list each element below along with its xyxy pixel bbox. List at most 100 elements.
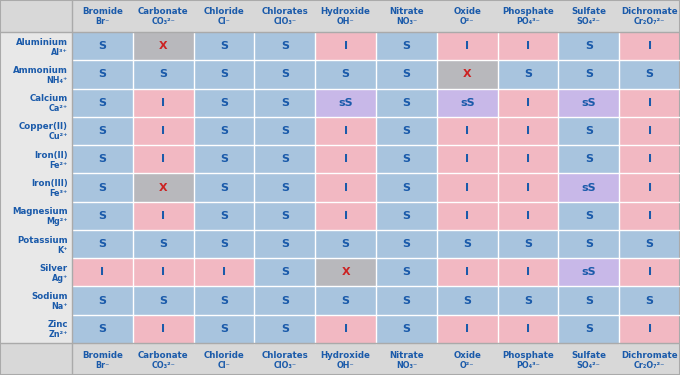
Bar	[316, 230, 376, 258]
Text: S: S	[524, 69, 532, 80]
Bar	[498, 315, 558, 343]
Bar	[254, 315, 316, 343]
Text: SO₄²⁻: SO₄²⁻	[577, 360, 600, 369]
Bar	[619, 258, 680, 286]
Text: S: S	[220, 98, 228, 108]
Bar	[133, 88, 194, 117]
Text: Phosphate: Phosphate	[502, 351, 554, 360]
Text: Al³⁺: Al³⁺	[51, 48, 68, 57]
Bar	[619, 315, 680, 343]
Text: S: S	[99, 126, 106, 136]
Bar	[0, 258, 72, 286]
Text: S: S	[585, 211, 593, 221]
Text: I: I	[526, 267, 530, 278]
Text: Dichromate: Dichromate	[622, 8, 678, 16]
Bar	[316, 258, 376, 286]
Bar	[558, 173, 619, 202]
Text: S: S	[403, 239, 411, 249]
Text: S: S	[403, 183, 411, 192]
Text: Cr₂O₇²⁻: Cr₂O₇²⁻	[634, 360, 665, 369]
Bar	[376, 32, 437, 60]
Text: S: S	[403, 296, 411, 306]
Text: sS: sS	[581, 183, 596, 192]
Bar	[437, 60, 498, 88]
Bar	[437, 117, 498, 145]
Text: Zn²⁺: Zn²⁺	[48, 330, 68, 339]
Bar	[619, 145, 680, 173]
Bar	[133, 117, 194, 145]
Text: I: I	[465, 41, 469, 51]
Bar	[133, 315, 194, 343]
Text: ClO₃⁻: ClO₃⁻	[273, 18, 296, 27]
Bar	[558, 315, 619, 343]
Bar	[619, 286, 680, 315]
Bar	[0, 145, 72, 173]
Text: I: I	[161, 267, 165, 278]
Text: S: S	[281, 296, 289, 306]
Bar	[376, 145, 437, 173]
Text: S: S	[585, 324, 593, 334]
Bar	[194, 315, 254, 343]
Bar	[254, 258, 316, 286]
Text: Dichromate: Dichromate	[622, 351, 678, 360]
Text: Sulfate: Sulfate	[571, 351, 607, 360]
Text: S: S	[403, 41, 411, 51]
Text: S: S	[585, 154, 593, 164]
Text: Cl⁻: Cl⁻	[218, 360, 231, 369]
Text: I: I	[526, 126, 530, 136]
Text: I: I	[647, 324, 651, 334]
Bar	[72, 315, 133, 343]
Bar	[316, 173, 376, 202]
Text: I: I	[526, 154, 530, 164]
Text: O²⁻: O²⁻	[460, 360, 475, 369]
Text: S: S	[403, 98, 411, 108]
Bar	[437, 145, 498, 173]
Bar	[254, 286, 316, 315]
Bar	[376, 60, 437, 88]
Bar	[194, 145, 254, 173]
Bar	[133, 173, 194, 202]
Text: S: S	[220, 324, 228, 334]
Text: S: S	[220, 41, 228, 51]
Text: Chloride: Chloride	[203, 351, 244, 360]
Bar	[498, 88, 558, 117]
Bar	[437, 230, 498, 258]
Text: I: I	[465, 183, 469, 192]
Text: OH⁻: OH⁻	[337, 18, 354, 27]
Bar	[72, 32, 133, 60]
Bar	[254, 202, 316, 230]
Text: S: S	[524, 239, 532, 249]
Text: S: S	[99, 98, 106, 108]
Text: Br⁻: Br⁻	[95, 360, 109, 369]
Bar	[558, 258, 619, 286]
Text: NO₃⁻: NO₃⁻	[396, 18, 417, 27]
Text: S: S	[341, 296, 350, 306]
Bar	[0, 32, 72, 60]
Bar	[498, 32, 558, 60]
Text: S: S	[99, 211, 106, 221]
Text: S: S	[281, 183, 289, 192]
Text: I: I	[647, 267, 651, 278]
Text: sS: sS	[338, 98, 353, 108]
Text: S: S	[585, 126, 593, 136]
Text: Fe³⁺: Fe³⁺	[50, 189, 68, 198]
Bar	[194, 173, 254, 202]
Text: K⁺: K⁺	[58, 246, 68, 255]
Bar	[437, 286, 498, 315]
Bar	[194, 60, 254, 88]
Bar	[316, 286, 376, 315]
Bar	[133, 230, 194, 258]
Text: S: S	[585, 69, 593, 80]
Text: PO₄³⁻: PO₄³⁻	[516, 18, 540, 27]
Bar	[72, 145, 133, 173]
Text: Nitrate: Nitrate	[389, 351, 424, 360]
Text: S: S	[585, 296, 593, 306]
Bar	[133, 145, 194, 173]
Bar	[376, 286, 437, 315]
Text: S: S	[99, 324, 106, 334]
Text: S: S	[281, 211, 289, 221]
Text: S: S	[220, 183, 228, 192]
Bar	[0, 315, 72, 343]
Bar	[194, 32, 254, 60]
Bar	[254, 60, 316, 88]
